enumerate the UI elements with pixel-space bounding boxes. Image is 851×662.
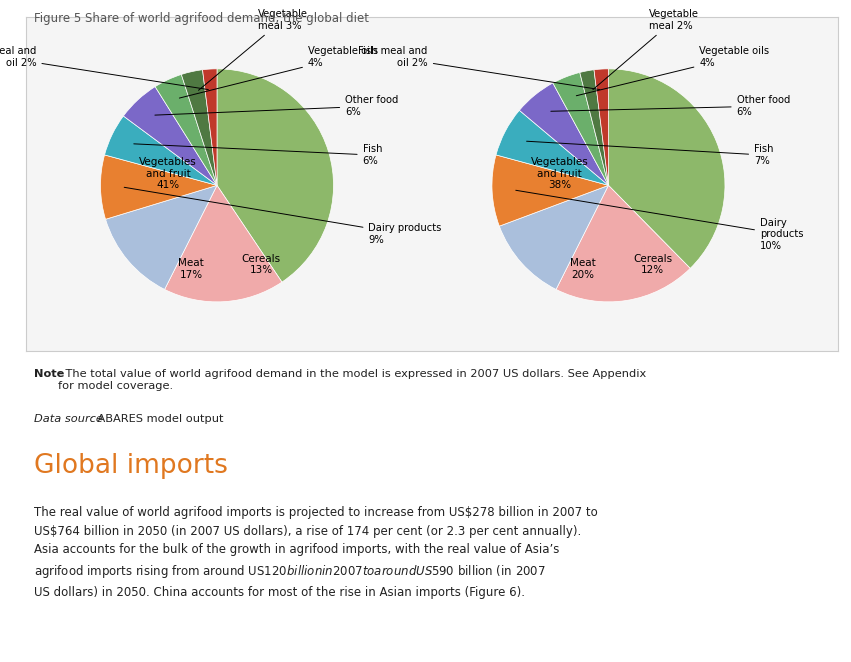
Text: Dairy
products
10%: Dairy products 10% [516,190,803,251]
Wedge shape [164,185,282,302]
Text: Fish
6%: Fish 6% [134,144,382,166]
Wedge shape [580,70,608,185]
Wedge shape [556,185,690,302]
Text: Fish
7%: Fish 7% [527,141,774,166]
Text: Figure 5 Share of world agrifood demand, the global diet: Figure 5 Share of world agrifood demand,… [34,12,369,25]
Wedge shape [123,87,217,185]
Wedge shape [105,116,217,185]
Text: Global imports: Global imports [34,453,228,479]
Text: Vegetable
meal 3%: Vegetable meal 3% [198,9,308,90]
Wedge shape [496,111,608,185]
Text: Other food
6%: Other food 6% [155,95,398,117]
Text: Meat
20%: Meat 20% [570,258,596,280]
Wedge shape [608,69,725,268]
Wedge shape [155,74,217,185]
Wedge shape [106,185,217,289]
Text: Fish meal and
oil 2%: Fish meal and oil 2% [358,46,600,89]
Text: Cereals
12%: Cereals 12% [633,254,672,275]
Text: Cereals
13%: Cereals 13% [242,254,281,275]
Wedge shape [217,69,334,282]
Text: Dairy products
9%: Dairy products 9% [124,187,442,245]
Wedge shape [492,155,608,226]
Text: Note: Note [34,369,65,379]
Wedge shape [519,83,608,185]
Wedge shape [100,155,217,219]
Wedge shape [500,185,608,289]
Wedge shape [181,70,217,185]
Text: Vegetable oils
4%: Vegetable oils 4% [180,46,378,98]
Text: Data source: Data source [34,414,103,424]
Text: Fish meal and
oil 2%: Fish meal and oil 2% [0,46,208,89]
Wedge shape [203,69,217,185]
Text: : ABARES model output: : ABARES model output [90,414,224,424]
Text: Vegetable
meal 2%: Vegetable meal 2% [593,9,700,89]
Text: The real value of world agrifood imports is projected to increase from US$278 bi: The real value of world agrifood imports… [34,506,597,598]
Text: Vegetables
and fruit
41%: Vegetables and fruit 41% [140,157,197,190]
Wedge shape [553,72,608,185]
Text: Other food
6%: Other food 6% [551,95,790,117]
Text: Meat
17%: Meat 17% [179,258,204,280]
Text: Vegetable oils
4%: Vegetable oils 4% [576,46,769,96]
Text: : The total value of world agrifood demand in the model is expressed in 2007 US : : The total value of world agrifood dema… [58,369,646,391]
Text: Vegetables
and fruit
38%: Vegetables and fruit 38% [531,157,588,190]
Wedge shape [594,69,608,185]
